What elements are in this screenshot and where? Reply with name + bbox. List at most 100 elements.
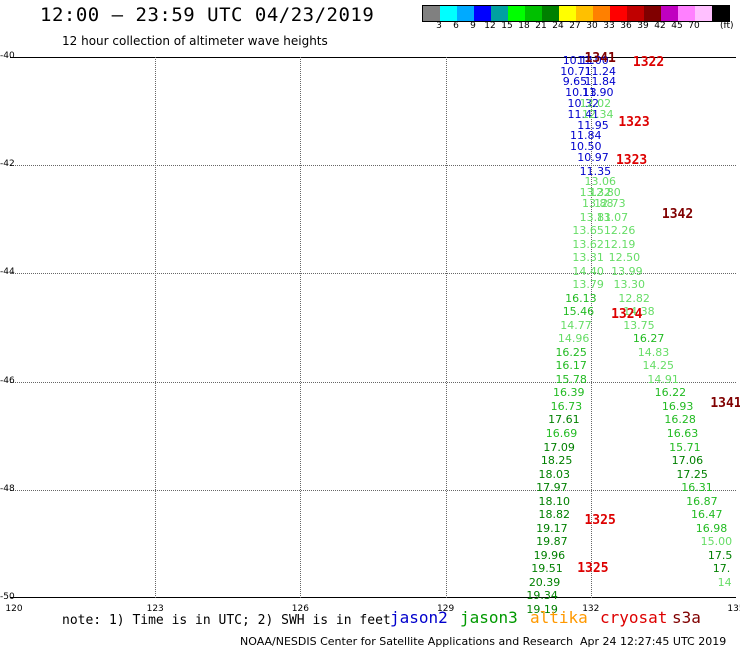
color-scale-label: 18 [518,21,530,31]
longitude-label: 123 [146,604,164,614]
wave-height-value: 16.47 [690,508,723,522]
wave-height-value: 14.25 [642,359,675,373]
wave-height-value: 17.25 [676,467,708,481]
color-swatch [576,6,593,21]
wave-height-value: 14.91 [647,372,679,386]
wave-height-value: 13.81 [579,210,612,224]
wave-height-value: 19.96 [533,548,566,562]
color-swatch [712,6,729,21]
longitude-label: 132 [582,604,600,614]
color-scale-label: 33 [603,21,615,31]
wave-height-value: 14.38 [623,305,655,319]
pass-number-label: 1342 [661,206,694,222]
wave-height-value: 15.71 [669,440,701,454]
wave-height-value: 13.62 [572,237,604,251]
wave-height-value: 12.19 [603,237,636,251]
wave-height-value: 16.39 [553,386,585,400]
color-swatch [644,6,661,21]
wave-height-value: 16.27 [632,332,665,346]
latitude-gridline [10,273,736,275]
latitude-label: -46 [0,375,15,386]
color-swatch [474,6,491,21]
wave-height-value: 16.73 [550,399,583,413]
color-scale-bar [422,5,730,22]
color-scale-label: 12 [484,21,496,31]
wave-height-value: 16.93 [661,399,694,413]
wave-height-value: 13.75 [623,318,655,332]
wave-height-value: 14.77 [560,318,592,332]
wave-height-value: 14.40 [572,264,604,278]
wave-height-value: 14.96 [557,332,590,346]
wave-height-value: 16.28 [664,413,696,427]
latitude-gridline [10,381,736,383]
wave-height-value: 10.13 [565,86,597,100]
color-scale-label: 30 [586,21,598,31]
pass-number-label: 1323 [618,114,650,130]
color-scale-label: 45 [671,21,683,31]
wave-height-value: 11.84 [584,75,616,89]
wave-height-value: 19.19 [526,602,558,616]
wave-height-value: 11.90 [582,86,614,100]
wave-height-value: 16.13 [565,291,597,305]
pass-number-label: 1324 [611,306,643,322]
color-swatch [661,6,678,21]
legend-cryosat: cryosat [600,608,668,627]
latitude-gridline [10,489,736,491]
color-scale-label: 6 [453,21,459,31]
wave-height-value: 11.84 [569,129,602,143]
legend-jason2: jason2 [390,608,448,627]
color-scale-label: 24 [552,21,564,31]
longitude-label: 120 [5,604,23,614]
color-scale-label: 21 [535,21,547,31]
color-swatch [423,6,440,21]
wave-height-value: 16.87 [686,494,718,508]
wave-height-value: 9.65 [562,75,588,89]
wave-height-value: 18.10 [538,494,571,508]
longitude-gridline [155,57,157,598]
color-swatch [610,6,627,21]
color-scale-label: 3 [436,21,442,31]
color-swatch [678,6,695,21]
wave-height-value: 10.32 [567,96,600,110]
wave-height-value: 13.99 [611,264,643,278]
longitude-label: 135 [727,604,740,614]
wave-height-value: 11.00 [577,53,609,67]
wave-height-value: 16.69 [545,426,578,440]
wave-height-value: 17.06 [671,454,704,468]
wave-height-value: 13.32 [579,186,612,200]
legend-s3a: s3a [672,608,701,627]
wave-height-value: 11.41 [567,107,600,121]
map-subtitle: 12 hour collection of altimeter wave hei… [62,34,328,48]
timestamp-text: Apr 24 12:27:45 UTC 2019 [580,635,727,648]
wave-height-value: 16.25 [555,345,587,359]
wave-height-value: 19.51 [531,562,563,576]
wave-height-value: 10.11 [562,53,595,67]
color-swatch [559,6,576,21]
color-swatch [457,6,474,21]
wave-height-value: 12.34 [582,107,614,121]
wave-height-value: 17.61 [548,413,580,427]
latitude-label: -50 [0,592,15,602]
map-plot-area [10,57,736,598]
wave-height-value: 16.63 [666,426,699,440]
wave-height-value: 13.88 [582,197,614,211]
wave-height-value: 17.09 [543,440,575,454]
wave-height-value: 12.50 [608,251,641,265]
wave-height-value: 16.98 [695,521,728,535]
latitude-gridline [10,165,736,167]
color-swatch [695,6,712,21]
wave-height-value: 13.07 [596,210,629,224]
color-scale-label: 42 [654,21,666,31]
latitude-label: -44 [0,267,15,278]
wave-height-value: 13.31 [572,251,604,265]
wave-height-value: 12.02 [579,96,612,110]
pass-number-label: 1322 [632,55,665,71]
color-scale-label: 27 [569,21,581,31]
latitude-label: -48 [0,483,15,494]
wave-height-value: 18.82 [538,508,571,522]
wave-height-value: 10.71 [560,64,592,78]
wave-height-value: 11.24 [584,64,616,78]
wave-height-value: 17.97 [536,481,568,495]
wave-height-value: 12.80 [589,186,621,200]
wave-height-value: 19.17 [536,521,568,535]
